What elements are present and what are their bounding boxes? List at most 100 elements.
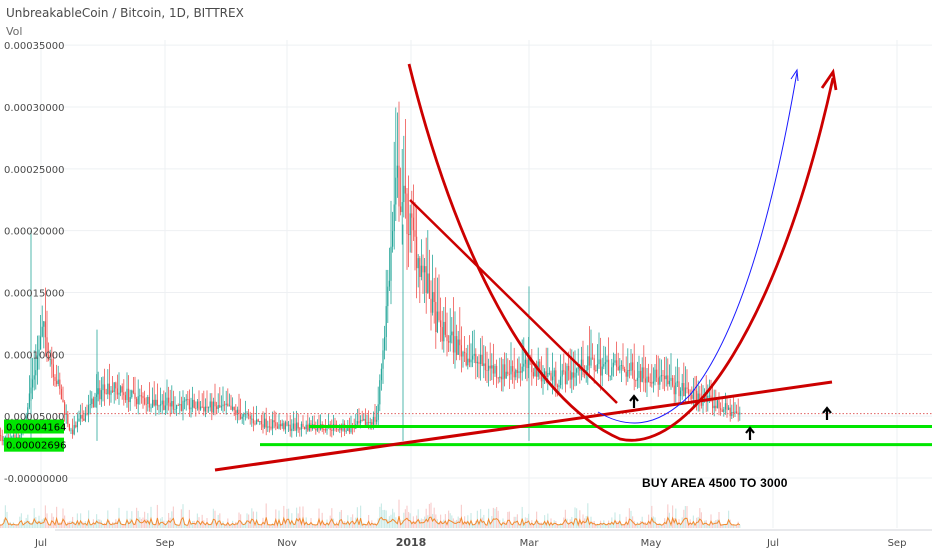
- candle-body: [251, 418, 253, 420]
- volume-bar: [379, 506, 381, 528]
- candle-body: [427, 273, 429, 293]
- volume-bar: [345, 522, 347, 528]
- volume-bar: [4, 505, 6, 528]
- candle-body: [574, 372, 576, 378]
- volume-bar: [454, 520, 456, 528]
- candle-body: [217, 405, 219, 409]
- candle-body: [67, 413, 69, 425]
- candle-body: [721, 409, 723, 412]
- candle-body: [484, 363, 486, 371]
- candle-body: [6, 437, 8, 439]
- volume-bar: [713, 521, 715, 528]
- candle-body: [40, 336, 42, 350]
- volume-bar: [353, 522, 355, 528]
- volume-bar: [294, 523, 296, 528]
- candle-body: [590, 357, 592, 366]
- volume-bar: [691, 523, 693, 528]
- volume-bar: [316, 524, 318, 528]
- candle-body: [582, 359, 584, 375]
- volume-bar: [334, 525, 336, 528]
- candle-body: [331, 429, 333, 431]
- y-tick-label: 0.00010000: [4, 350, 64, 361]
- candle-body: [547, 372, 549, 377]
- volume-bar: [443, 519, 445, 528]
- candle-body: [84, 413, 86, 421]
- volume-bar: [251, 508, 253, 528]
- candle-body: [422, 265, 424, 273]
- candle-body: [712, 398, 714, 409]
- volume-bar: [489, 522, 491, 528]
- candle-body: [377, 404, 379, 420]
- candle-body: [396, 165, 398, 178]
- volume-bar: [644, 522, 646, 528]
- volume-bar: [646, 523, 648, 528]
- candle-body: [288, 424, 290, 426]
- candle-body: [633, 370, 635, 381]
- candle-body: [345, 430, 347, 432]
- candle-body: [265, 418, 267, 428]
- volume-bar: [148, 522, 150, 528]
- candle-body: [428, 273, 430, 299]
- candle-body: [272, 420, 274, 429]
- candle-body: [123, 392, 125, 396]
- volume-bar: [694, 525, 696, 528]
- volume-bar: [257, 523, 259, 528]
- descending-trendline: [409, 199, 618, 404]
- candle-body: [576, 368, 578, 373]
- candle-body: [449, 335, 451, 343]
- volume-bar: [320, 524, 322, 528]
- volume-bar: [212, 508, 214, 528]
- candle-body: [267, 426, 269, 428]
- volume-bar: [376, 525, 378, 528]
- volume-bar: [553, 520, 555, 528]
- candle-body: [393, 204, 395, 232]
- volume-bar: [561, 523, 563, 528]
- candle-body: [604, 362, 606, 365]
- candle-body: [718, 400, 720, 409]
- candle-body: [254, 423, 256, 425]
- candle-body: [379, 380, 381, 405]
- candle-body: [635, 380, 637, 381]
- volume-bar: [193, 520, 195, 528]
- candle-body: [182, 400, 184, 411]
- candle-body: [89, 404, 91, 406]
- volume-indicator-label[interactable]: Vol: [6, 25, 23, 38]
- volume-bar: [286, 508, 288, 528]
- volume-bar: [68, 521, 70, 528]
- volume-bar: [734, 525, 736, 528]
- volume-bar: [662, 524, 664, 528]
- volume-bar: [374, 522, 376, 528]
- volume-bar: [736, 525, 738, 528]
- candle-body: [692, 389, 694, 399]
- volume-bar: [715, 520, 717, 528]
- volume-bar: [81, 521, 83, 528]
- volume-bar: [230, 524, 232, 528]
- volume-bar: [518, 524, 520, 528]
- volume-bar: [724, 523, 726, 528]
- candle-body: [145, 403, 147, 405]
- candle-body: [403, 185, 405, 203]
- candle-body: [715, 405, 717, 409]
- volume-bar: [292, 522, 294, 528]
- volume-bar: [268, 524, 270, 528]
- volume-bar: [62, 508, 64, 528]
- candle-body: [360, 419, 362, 424]
- candle-body: [473, 353, 475, 356]
- candle-body: [708, 395, 710, 397]
- volume-bar: [328, 524, 330, 528]
- price-label-box: [4, 437, 64, 452]
- volume-bar: [512, 524, 514, 528]
- volume-bar: [28, 521, 30, 528]
- candle-body: [33, 375, 35, 380]
- candle-body: [640, 370, 642, 382]
- volume-bar: [592, 521, 594, 528]
- candle-body: [163, 400, 165, 410]
- candle-body: [720, 408, 722, 410]
- candle-body: [400, 206, 402, 213]
- volume-bar: [366, 524, 368, 528]
- candle-body: [486, 370, 488, 372]
- candle-body: [233, 406, 235, 411]
- volume-bar: [78, 524, 80, 528]
- volume-bar: [537, 521, 539, 528]
